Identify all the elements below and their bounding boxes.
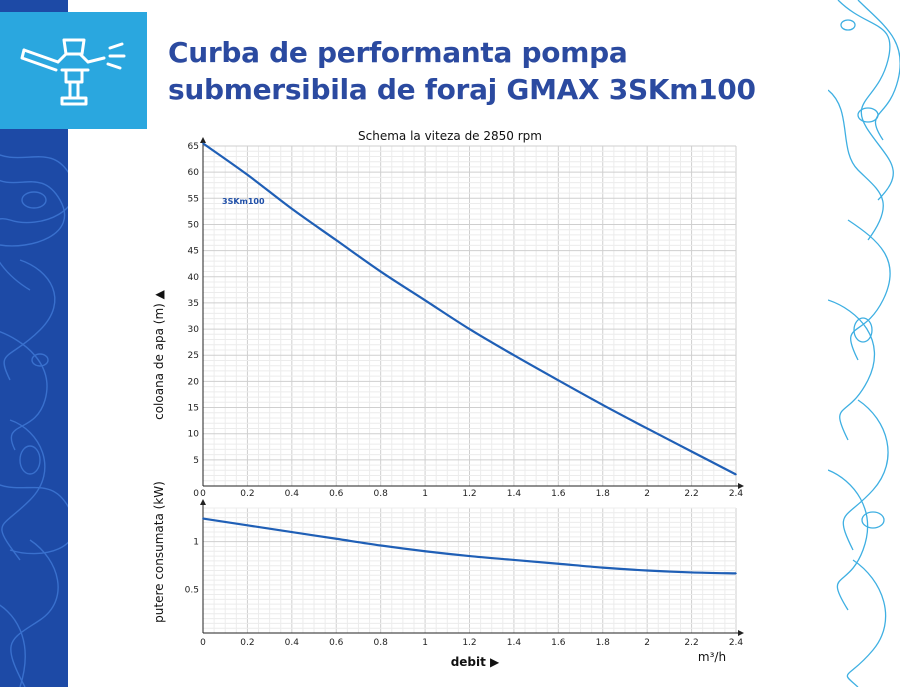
y-tick-label: 25 (188, 351, 199, 361)
x-tick-label: 1.2 (462, 638, 476, 648)
y-tick-label: 50 (188, 220, 200, 230)
head-data-point (557, 379, 560, 382)
y-tick-label: 45 (188, 247, 199, 257)
head-data-point (513, 354, 515, 357)
x-tick-label: 0.4 (285, 638, 300, 648)
x-tick-label: 1.6 (551, 489, 566, 499)
y-axis-arrow (200, 499, 206, 505)
y-tick-label: 35 (188, 299, 199, 309)
power-y-axis-label: putere consumata (kW) (152, 481, 166, 623)
power-data-point (557, 562, 560, 565)
head-chart-grid (202, 145, 737, 487)
head-data-point (202, 142, 204, 145)
power-data-point (735, 572, 737, 575)
head-data-point (646, 427, 648, 430)
x-tick-label: 2 (644, 489, 650, 499)
y-axis-arrow (200, 137, 206, 143)
y-tick-label: 65 (188, 142, 199, 152)
y-tick-label: 55 (188, 194, 199, 204)
head-data-point (291, 207, 293, 210)
x-axis-arrow (738, 630, 744, 636)
head-data-point (690, 450, 693, 453)
power-data-point (379, 544, 382, 547)
sprinkler-icon (20, 38, 126, 106)
power-data-point (690, 571, 693, 574)
topographic-pattern-left (0, 154, 68, 687)
x-tick-label: 1.8 (596, 638, 611, 648)
y-tick-label: 30 (188, 325, 200, 335)
x-tick-label: 2.4 (729, 489, 744, 499)
x-tick-label: 0.8 (374, 638, 389, 648)
head-data-point (379, 270, 382, 273)
chart-axes (200, 137, 744, 636)
x-tick-label: 1 (422, 489, 428, 499)
power-data-point (335, 537, 338, 540)
x-axis-unit: m³/h (698, 650, 726, 664)
head-data-point (424, 299, 426, 302)
power-data-point (246, 524, 249, 527)
x-tick-label: 1.8 (596, 489, 611, 499)
x-tick-label: 0 (193, 489, 199, 499)
x-tick-label: 0.6 (329, 638, 344, 648)
x-tick-label: 2.2 (684, 638, 698, 648)
x-tick-label: 2 (644, 638, 650, 648)
y-tick-label: 15 (188, 404, 199, 414)
series-label-3skm100: 3SKm100 (222, 197, 265, 206)
x-tick-label: 0 (200, 638, 206, 648)
power-data-point (646, 569, 648, 572)
head-data-point (468, 328, 471, 330)
y-tick-label: 60 (188, 168, 200, 178)
page-title-line2: submersibila de foraj GMAX 3SKm100 (168, 73, 756, 106)
page-title: Curba de performanta pompa submersibila … (168, 34, 808, 108)
x-tick-label: 0 (200, 489, 206, 499)
x-tick-label: 0.8 (374, 489, 389, 499)
x-tick-label: 2.2 (684, 489, 698, 499)
y-tick-label: 40 (188, 273, 200, 283)
y-tick-label: 10 (188, 430, 200, 440)
y-tick-label: 1 (193, 538, 199, 548)
x-tick-label: 0.2 (240, 489, 254, 499)
head-data-point (601, 404, 604, 406)
head-data-point (246, 173, 249, 176)
power-data-point (202, 517, 204, 520)
x-tick-label: 1.2 (462, 489, 476, 499)
chart-series (202, 142, 737, 575)
x-tick-label: 0.2 (240, 638, 254, 648)
x-axis-arrow (738, 483, 744, 489)
power-data-point (513, 559, 515, 561)
x-axis-label: debit ▶ (451, 655, 500, 669)
y-tick-label: 20 (188, 377, 200, 387)
right-decor-band (828, 0, 900, 687)
head-y-axis-label: coloana de apa (m) ▲ (152, 289, 166, 420)
x-tick-label: 1.4 (507, 489, 522, 499)
x-tick-label: 1.4 (507, 638, 522, 648)
y-tick-label: 5 (193, 456, 199, 466)
logo-tile (0, 12, 147, 129)
head-chart-title: Schema la viteza de 2850 rpm (358, 129, 542, 143)
head-data-point (335, 239, 338, 241)
y-tick-label: 0.5 (185, 586, 199, 596)
x-tick-label: 2.4 (729, 638, 744, 648)
x-tick-label: 0.6 (329, 489, 344, 499)
page-title-line1: Curba de performanta pompa (168, 36, 628, 69)
power-chart-grid (202, 507, 737, 634)
chart-tick-labels: 0 0.2 0.4 0.6 0.8 1 1.2 1.4 1.6 1.8 2 2.2 2.45101520… (185, 142, 744, 648)
head-data-point (735, 473, 737, 476)
topographic-pattern-right (828, 0, 900, 687)
x-tick-label: 0.4 (285, 489, 300, 499)
x-tick-label: 1 (422, 638, 428, 648)
power-data-point (468, 555, 471, 557)
power-data-point (291, 531, 293, 533)
power-data-point (601, 566, 604, 569)
power-data-point (424, 550, 426, 553)
x-tick-label: 1.6 (551, 638, 566, 648)
